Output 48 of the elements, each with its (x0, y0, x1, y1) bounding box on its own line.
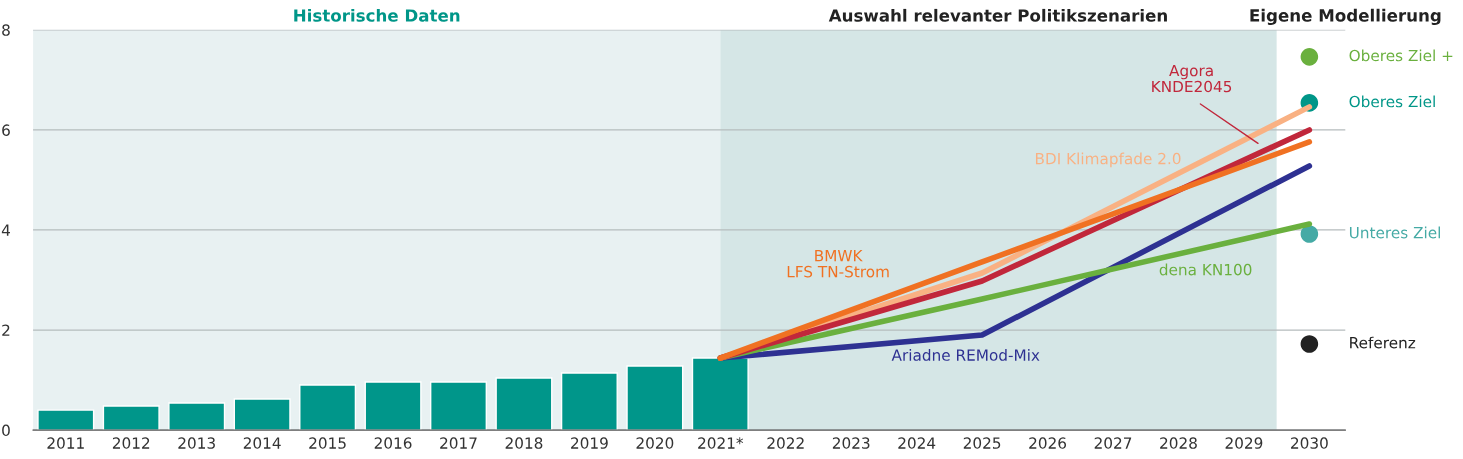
y-tick-label: 0 (2, 424, 10, 437)
bar (495, 377, 553, 431)
x-tick-label: 2016 (374, 437, 412, 449)
x-tick-label: 2011 (47, 437, 84, 449)
text: Agora KNDE2045 (1152, 64, 1232, 93)
x-tick-label: 2012 (112, 437, 150, 449)
y-tick-label: 4 (1, 224, 10, 236)
x-tick-label: 2025 (963, 437, 1001, 449)
series-label: Ariadne REMod-Mix (891, 349, 1040, 361)
x-tick-label: 2022 (767, 437, 804, 449)
x-tick-label: 2028 (1160, 437, 1197, 449)
x-tick-label: 2018 (505, 437, 543, 449)
x-tick-label: 2026 (1029, 437, 1067, 449)
bar (429, 381, 488, 431)
x-tick-label: 2017 (440, 437, 477, 449)
x-tick-label: 2027 (1094, 437, 1132, 449)
x-tick-label: 2013 (178, 437, 215, 449)
bar (626, 365, 684, 431)
bar (691, 357, 749, 431)
bar (102, 405, 160, 431)
x-tick-label: 2029 (1225, 437, 1263, 449)
x-tick-label: 2019 (571, 437, 608, 449)
series-label: dena KN100 (1159, 263, 1252, 276)
text: Oberes Ziel + (1349, 49, 1453, 62)
x-tick-label: 2030 (1291, 437, 1328, 449)
band-label: Historische Daten (294, 8, 460, 22)
bar (233, 398, 291, 431)
x-tick-label: 2021* (698, 437, 744, 449)
text: Unteres Ziel (1349, 226, 1440, 239)
bar (168, 402, 226, 431)
bar (364, 381, 422, 431)
x-tick-label: 2020 (636, 437, 674, 449)
y-tick-label: 2 (2, 324, 10, 336)
text: Oberes Ziel (1349, 95, 1435, 108)
bar (37, 409, 95, 431)
y-tick-label: 6 (2, 124, 10, 136)
text: Referenz (1350, 336, 1416, 349)
bar (560, 372, 618, 431)
band-label: Auswahl relevanter Politikszenarien (828, 8, 1167, 22)
x-tick-label: 2014 (243, 437, 281, 449)
series-label: BDI Klimapfade 2.0 (1035, 152, 1181, 168)
y-tick-label: 8 (2, 24, 10, 36)
bar (299, 384, 357, 431)
x-tick-label: 2023 (832, 437, 870, 449)
text: Eigene Modellierung (1250, 8, 1441, 26)
series-label: BMWK LFS TN-Strom (787, 250, 889, 278)
x-tick-label: 2015 (309, 437, 346, 449)
x-tick-label: 2024 (898, 437, 936, 449)
